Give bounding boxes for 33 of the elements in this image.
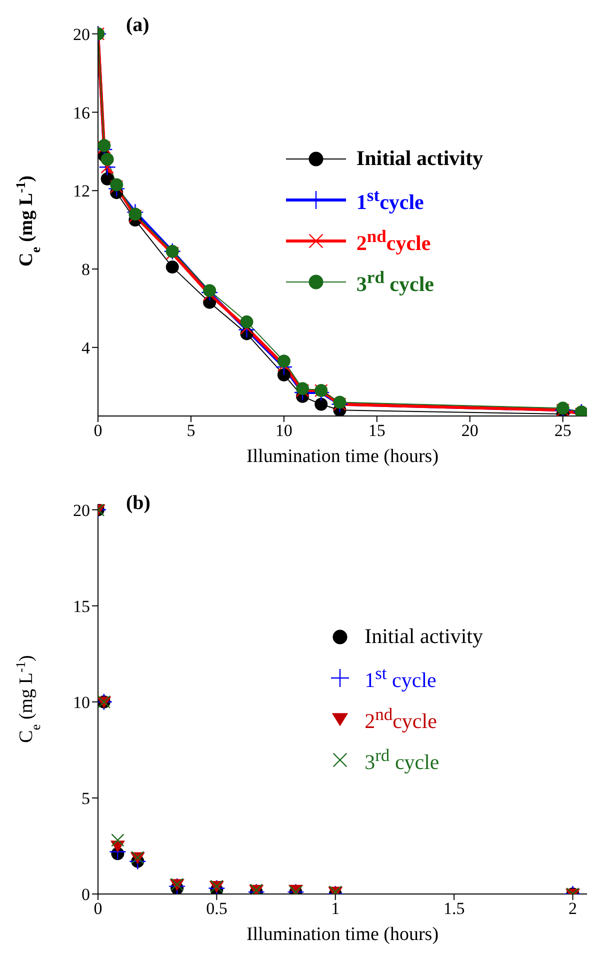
legend-label: 2$^{nd}$cycle xyxy=(364,704,437,734)
y-tick-label: 8 xyxy=(82,260,90,280)
x-tick-label: 0 xyxy=(94,899,102,918)
x-tick-label: 1.5 xyxy=(443,899,465,918)
y-tick-label: 10 xyxy=(73,692,90,712)
x-tick-label: 25 xyxy=(554,421,572,440)
legend-label: Initial activity xyxy=(364,624,483,649)
x-axis-title: Illumination time (hours) xyxy=(246,446,439,467)
legend-label: 3$^{rd}$ cycle xyxy=(356,266,434,296)
legend-label: 1$^{st}$ cycle xyxy=(364,662,436,692)
annotation: (a) xyxy=(126,14,150,37)
legend-label: 1$^{st}$cycle xyxy=(356,184,424,214)
y-tick-label: 5 xyxy=(82,788,90,808)
y-tick-label: 0 xyxy=(82,885,90,904)
annotation: (b) xyxy=(126,492,150,515)
x-tick-label: 2 xyxy=(568,899,578,918)
legend-label: 2$^{nd}$cycle xyxy=(356,226,431,256)
x-tick-label: 0 xyxy=(94,421,102,440)
x-tick-label: 20 xyxy=(461,421,478,440)
y-tick-label: 12 xyxy=(73,182,90,201)
legend-label: 3$^{rd}$ cycle xyxy=(364,744,440,774)
x-tick-label: 0.5 xyxy=(206,899,228,918)
y-tick-label: 20 xyxy=(73,500,90,520)
x-tick-label: 15 xyxy=(368,421,386,440)
x-tick-label: 10 xyxy=(275,421,292,440)
y-tick-label: 4 xyxy=(82,338,90,358)
x-axis-title: Illumination time (hours) xyxy=(246,924,439,945)
x-tick-label: 5 xyxy=(186,421,196,440)
y-tick-label: 16 xyxy=(73,103,90,122)
legend-label: Initial activity xyxy=(356,146,483,171)
y-tick-label: 20 xyxy=(73,24,90,44)
x-tick-label: 1 xyxy=(331,899,340,918)
y-tick-label: 15 xyxy=(73,596,90,616)
